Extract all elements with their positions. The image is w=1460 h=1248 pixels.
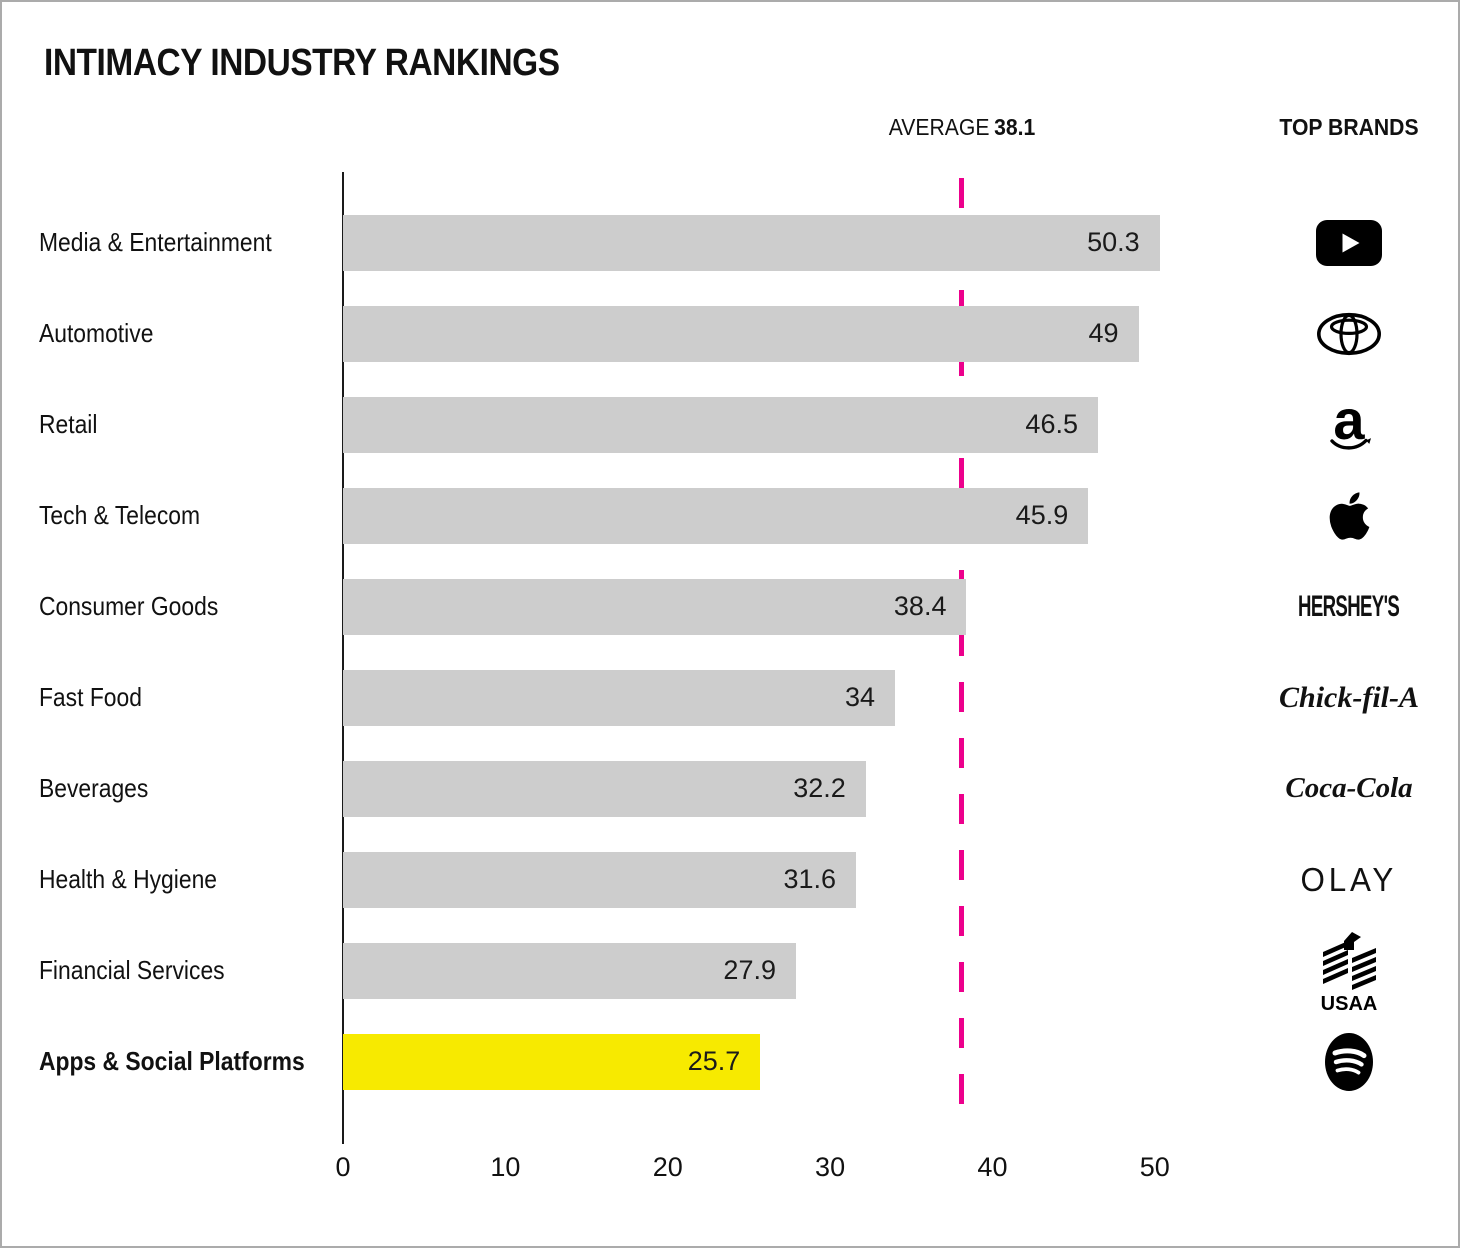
coca-cola-logo-icon: Coca-Cola: [1236, 772, 1458, 805]
x-tick-50: 50: [1139, 1152, 1170, 1182]
x-tick-40: 40: [977, 1152, 1008, 1182]
category-label: Beverages: [38, 773, 149, 803]
chart-row-automotive: Automotive 49: [2, 288, 1458, 379]
toyota-logo-icon: [1236, 312, 1458, 356]
bar-tech-telecom: 45.9: [343, 487, 1089, 544]
olay-wordmark: OLAY: [1300, 860, 1398, 898]
x-tick-20: 20: [652, 1152, 683, 1182]
usaa-logo-icon: USAA: [1236, 928, 1458, 1014]
bar-area: 31.6: [343, 851, 1236, 908]
amazon-a: a: [1333, 395, 1365, 451]
chick-fil-a-wordmark: Chick-fil-A: [1279, 680, 1419, 714]
bar-financial-services: 27.9: [343, 942, 796, 999]
x-tick-0: 0: [335, 1152, 351, 1182]
bar-area: 38.4: [343, 578, 1236, 635]
y-axis-line: [342, 172, 344, 1144]
bar-value-label: 31.6: [783, 864, 837, 894]
category-label: Fast Food: [38, 682, 142, 712]
bar-beverages: 32.2: [343, 760, 866, 817]
category-label: Health & Hygiene: [38, 864, 218, 894]
youtube-logo-icon: [1236, 219, 1458, 266]
category-label: Retail: [38, 409, 98, 439]
category-label: Financial Services: [38, 955, 225, 985]
chart-row-beverages: Beverages 32.2 Coca-Cola: [2, 743, 1458, 834]
chart-row-consumer-goods: Consumer Goods 38.4 HERSHEY'S: [2, 561, 1458, 652]
bar-area: 49: [343, 305, 1236, 362]
apple-logo-icon: [1236, 489, 1458, 543]
chart-row-media-entertainment: Media & Entertainment 50.3: [2, 197, 1458, 288]
average-line: [959, 178, 965, 1130]
chart-row-health-hygiene: Health & Hygiene 31.6 OLAY: [2, 834, 1458, 925]
chart-row-tech-telecom: Tech & Telecom 45.9: [2, 470, 1458, 561]
bar-value-label: 46.5: [1025, 409, 1078, 439]
bar-area: 25.7: [343, 1033, 1236, 1090]
x-tick-30: 30: [815, 1152, 846, 1182]
bar-value-label: 38.4: [893, 591, 947, 621]
x-axis-ticks: 0 10 20 30 40 50: [335, 1152, 1236, 1192]
chart-row-financial-services: Financial Services 27.9: [2, 925, 1458, 1016]
spotify-logo-icon: [1236, 1030, 1458, 1094]
bar-area: 27.9: [343, 942, 1236, 999]
hersheys-logo-icon: HERSHEY'S: [1236, 589, 1458, 624]
usaa-wordmark: USAA: [1321, 993, 1378, 1014]
amazon-logo-icon: a: [1236, 395, 1458, 455]
bar-value-label: 27.9: [723, 955, 776, 985]
bar-retail: 46.5: [343, 396, 1098, 453]
olay-logo-icon: OLAY: [1236, 860, 1458, 899]
hersheys-wordmark: HERSHEY'S: [1298, 589, 1400, 623]
bar-value-label: 45.9: [1015, 500, 1069, 530]
average-caption: AVERAGE 38.1: [888, 114, 1035, 141]
chart-row-apps-social-platforms: Apps & Social Platforms 25.7: [2, 1016, 1458, 1107]
bar-value-label: 50.3: [1087, 227, 1140, 257]
chick-fil-a-logo-icon: Chick-fil-A: [1236, 680, 1458, 715]
bar-chart: Media & Entertainment 50.3 Automotive 49: [2, 172, 1458, 1182]
bar-area: 45.9: [343, 487, 1236, 544]
category-label: Consumer Goods: [38, 591, 219, 621]
bar-consumer-goods: 38.4: [343, 578, 967, 635]
bar-value-label: 34: [844, 682, 876, 712]
chart-row-retail: Retail 46.5 a: [2, 379, 1458, 470]
x-tick-10: 10: [490, 1152, 521, 1182]
top-brands-header: TOP BRANDS: [1279, 114, 1419, 140]
bar-area: 50.3: [343, 214, 1236, 271]
bar-apps-social-platforms-highlighted: 25.7: [343, 1033, 761, 1090]
category-label: Apps & Social Platforms: [38, 1046, 305, 1076]
average-value: 38.1: [993, 114, 1035, 140]
chart-rows: Media & Entertainment 50.3 Automotive 49: [2, 197, 1458, 1107]
coca-cola-wordmark: Coca-Cola: [1285, 772, 1413, 804]
chart-title: INTIMACY INDUSTRY RANKINGS: [44, 42, 560, 84]
category-label: Tech & Telecom: [38, 500, 201, 530]
category-label: Automotive: [38, 318, 154, 348]
category-label: Media & Entertainment: [38, 227, 272, 257]
bar-value-label: 49: [1088, 318, 1119, 348]
bar-media-entertainment: 50.3: [343, 214, 1160, 271]
bar-area: 46.5: [343, 396, 1236, 453]
bar-value-label: 25.7: [687, 1046, 741, 1076]
bar-area: 34: [343, 669, 1236, 726]
bar-automotive: 49: [343, 305, 1139, 362]
chart-row-fast-food: Fast Food 34 Chick-fil-A: [2, 652, 1458, 743]
bar-area: 32.2: [343, 760, 1236, 817]
bar-health-hygiene: 31.6: [343, 851, 857, 908]
average-word: AVERAGE: [888, 114, 990, 140]
bar-value-label: 32.2: [793, 773, 846, 803]
bar-fast-food: 34: [343, 669, 896, 726]
